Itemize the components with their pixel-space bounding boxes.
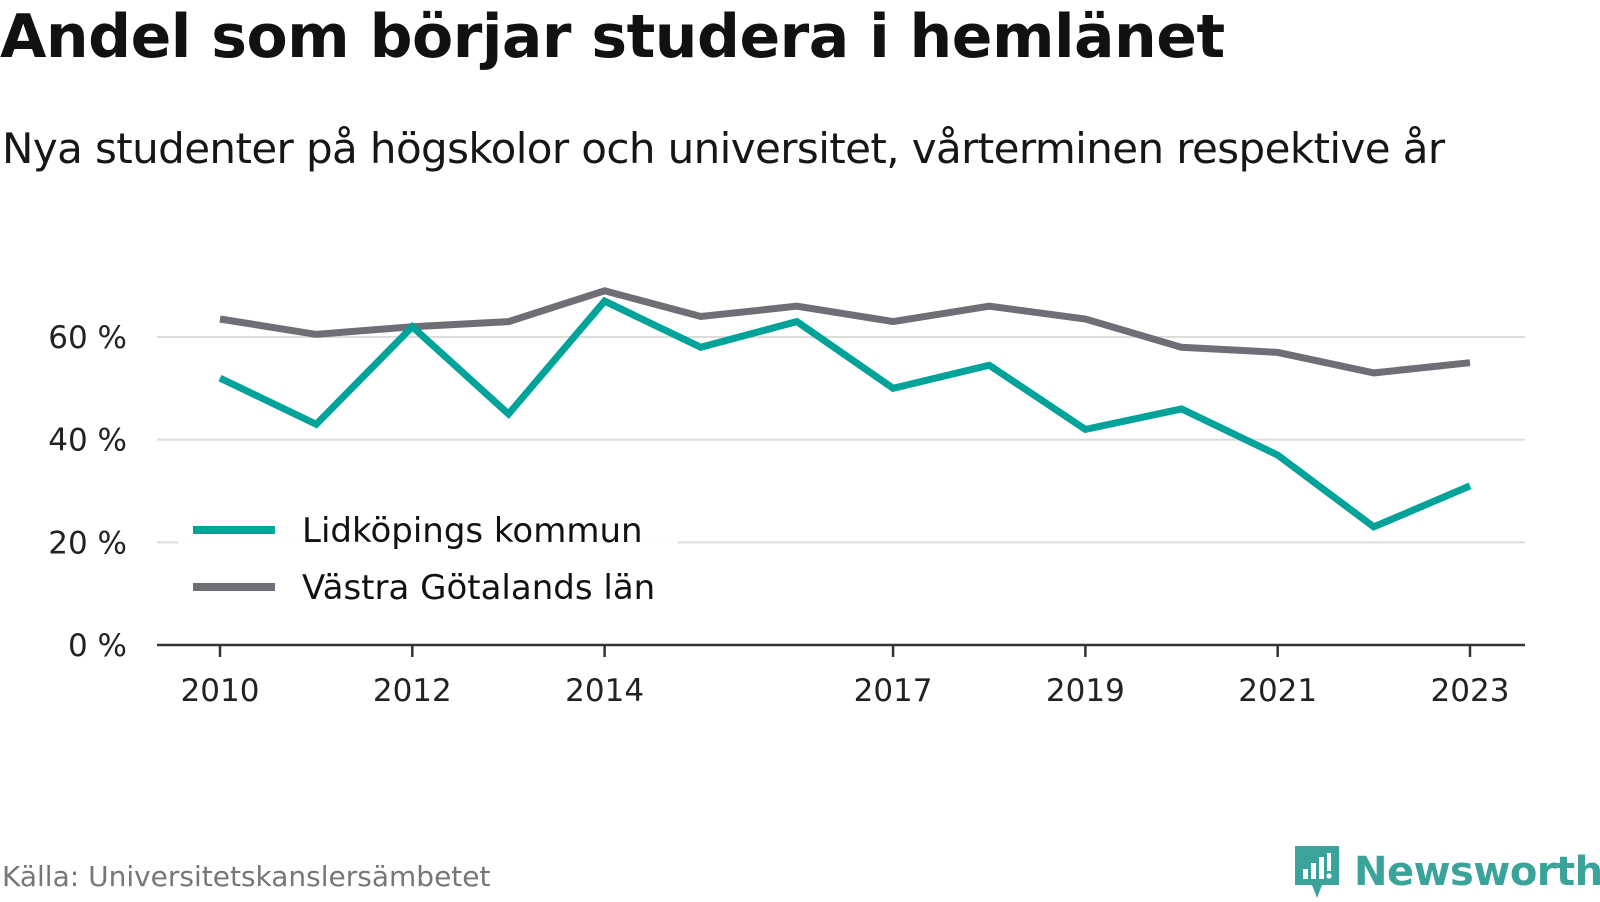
legend-label: Lidköpings kommun bbox=[302, 511, 643, 551]
series-lines bbox=[218, 287, 1472, 531]
source-note: Källa: Universitetskanslersämbetet bbox=[2, 860, 491, 893]
newsworthy-logo-icon bbox=[1295, 846, 1339, 898]
series-line bbox=[218, 296, 1472, 531]
chart-subtitle: Nya studenter på högskolor och universit… bbox=[2, 124, 1445, 173]
x-tick-label: 2014 bbox=[565, 673, 644, 709]
y-tick-label: 60 % bbox=[48, 320, 127, 356]
series-line bbox=[219, 287, 1471, 377]
x-tick-label: 2021 bbox=[1238, 673, 1317, 709]
x-tick-label: 2017 bbox=[854, 673, 933, 709]
y-axis-ticks: 0 % 20 % 40 % 60 % bbox=[48, 320, 127, 664]
y-tick-label: 40 % bbox=[48, 423, 127, 459]
x-tick-label: 2010 bbox=[181, 673, 260, 709]
chart-title: Andel som börjar studera i hemlänet bbox=[0, 2, 1225, 72]
y-tick-label: 20 % bbox=[48, 525, 127, 561]
legend-background bbox=[178, 500, 678, 618]
x-axis: 2010 2012 2014 2017 2019 2021 2023 bbox=[157, 643, 1525, 709]
legend: Lidköpings kommun Västra Götalands län bbox=[178, 500, 678, 618]
brand-logo[interactable]: Newsworthy bbox=[1292, 842, 1600, 902]
x-tick-label: 2023 bbox=[1431, 673, 1510, 709]
brand-name: Newsworthy bbox=[1354, 849, 1600, 895]
x-tick-label: 2019 bbox=[1046, 673, 1125, 709]
x-tick-label: 2012 bbox=[373, 673, 452, 709]
y-tick-label: 0 % bbox=[68, 628, 127, 664]
legend-label: Västra Götalands län bbox=[302, 568, 655, 608]
